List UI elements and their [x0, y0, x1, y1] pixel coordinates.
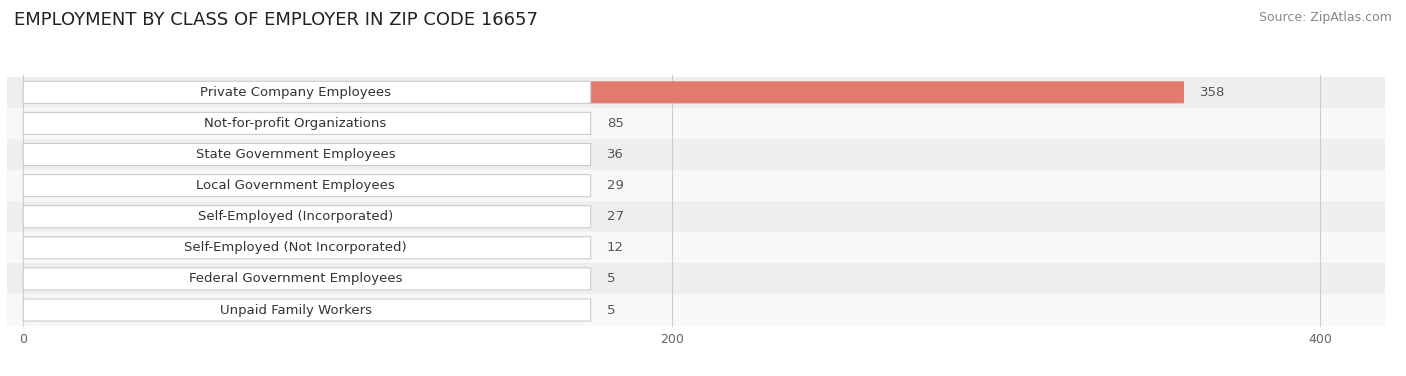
Text: State Government Employees: State Government Employees	[195, 148, 395, 161]
Text: 27: 27	[607, 210, 624, 223]
FancyBboxPatch shape	[22, 299, 591, 321]
FancyBboxPatch shape	[22, 206, 591, 228]
FancyBboxPatch shape	[22, 112, 299, 135]
Text: 5: 5	[607, 303, 616, 317]
FancyBboxPatch shape	[22, 237, 62, 259]
Text: Not-for-profit Organizations: Not-for-profit Organizations	[204, 117, 387, 130]
Text: Private Company Employees: Private Company Employees	[200, 86, 391, 99]
FancyBboxPatch shape	[22, 268, 591, 290]
Text: 358: 358	[1201, 86, 1226, 99]
Text: Federal Government Employees: Federal Government Employees	[188, 273, 402, 285]
FancyBboxPatch shape	[22, 206, 111, 228]
FancyBboxPatch shape	[22, 237, 591, 259]
Text: Self-Employed (Incorporated): Self-Employed (Incorporated)	[198, 210, 394, 223]
FancyBboxPatch shape	[22, 144, 141, 165]
Text: EMPLOYMENT BY CLASS OF EMPLOYER IN ZIP CODE 16657: EMPLOYMENT BY CLASS OF EMPLOYER IN ZIP C…	[14, 11, 538, 29]
Text: Local Government Employees: Local Government Employees	[197, 179, 395, 192]
Text: 5: 5	[607, 273, 616, 285]
FancyBboxPatch shape	[22, 299, 39, 321]
FancyBboxPatch shape	[22, 144, 591, 165]
FancyBboxPatch shape	[22, 174, 591, 197]
FancyBboxPatch shape	[22, 268, 39, 290]
Text: 85: 85	[607, 117, 624, 130]
FancyBboxPatch shape	[7, 201, 1402, 232]
Text: 12: 12	[607, 241, 624, 254]
Text: Unpaid Family Workers: Unpaid Family Workers	[219, 303, 371, 317]
FancyBboxPatch shape	[7, 170, 1402, 201]
FancyBboxPatch shape	[7, 232, 1402, 263]
Text: Source: ZipAtlas.com: Source: ZipAtlas.com	[1258, 11, 1392, 24]
FancyBboxPatch shape	[7, 263, 1402, 294]
Text: Self-Employed (Not Incorporated): Self-Employed (Not Incorporated)	[184, 241, 406, 254]
FancyBboxPatch shape	[7, 77, 1402, 108]
FancyBboxPatch shape	[7, 294, 1402, 326]
FancyBboxPatch shape	[22, 174, 117, 197]
FancyBboxPatch shape	[22, 112, 591, 135]
FancyBboxPatch shape	[7, 139, 1402, 170]
FancyBboxPatch shape	[22, 81, 1184, 103]
FancyBboxPatch shape	[7, 108, 1402, 139]
Text: 29: 29	[607, 179, 624, 192]
Text: 36: 36	[607, 148, 624, 161]
FancyBboxPatch shape	[22, 81, 591, 103]
